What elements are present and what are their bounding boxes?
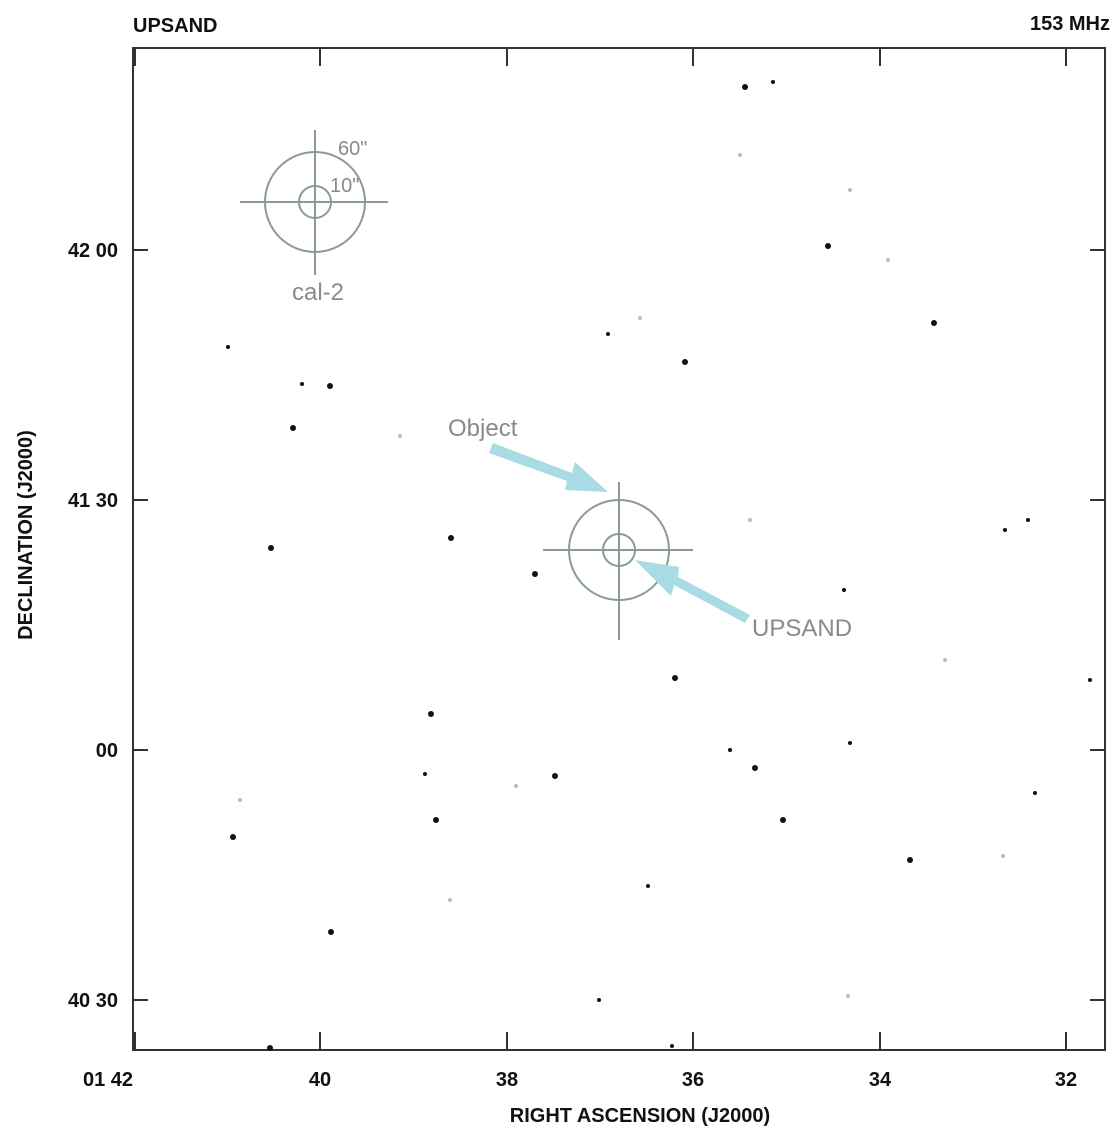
x-tick-label: 40 (309, 1069, 331, 1091)
beam-inner-label: 10" (330, 175, 359, 197)
y-tick-label: 42 00 (68, 240, 118, 262)
x-axis-label: RIGHT ASCENSION (J2000) (510, 1105, 770, 1127)
object-marker (543, 482, 693, 640)
beam-outer-label: 60" (338, 138, 367, 160)
object-label: Object (448, 415, 518, 442)
calibrator-label: cal-2 (292, 279, 344, 306)
ticks: 42 00 41 30 00 40 30 01 42 40 38 36 34 32 (68, 48, 1105, 1091)
y-tick-label: 40 30 (68, 990, 118, 1012)
x-tick-label: 01 42 (83, 1069, 133, 1091)
x-tick-label: 32 (1055, 1069, 1077, 1091)
x-tick-label: 36 (682, 1069, 704, 1091)
y-tick-label: 00 (96, 740, 118, 762)
x-tick-label: 34 (869, 1069, 892, 1091)
figure: UPSAND 153 MHz 42 00 41 30 00 40 30 01 42 40 3… (0, 0, 1117, 1130)
x-tick-label: 38 (496, 1069, 518, 1091)
y-axis-label: DECLINATION (J2000) (15, 430, 37, 640)
title: UPSAND (133, 15, 217, 37)
y-tick-label: 41 30 (68, 490, 118, 512)
frequency: 153 MHz (1030, 13, 1110, 35)
target-label: UPSAND (752, 615, 852, 642)
